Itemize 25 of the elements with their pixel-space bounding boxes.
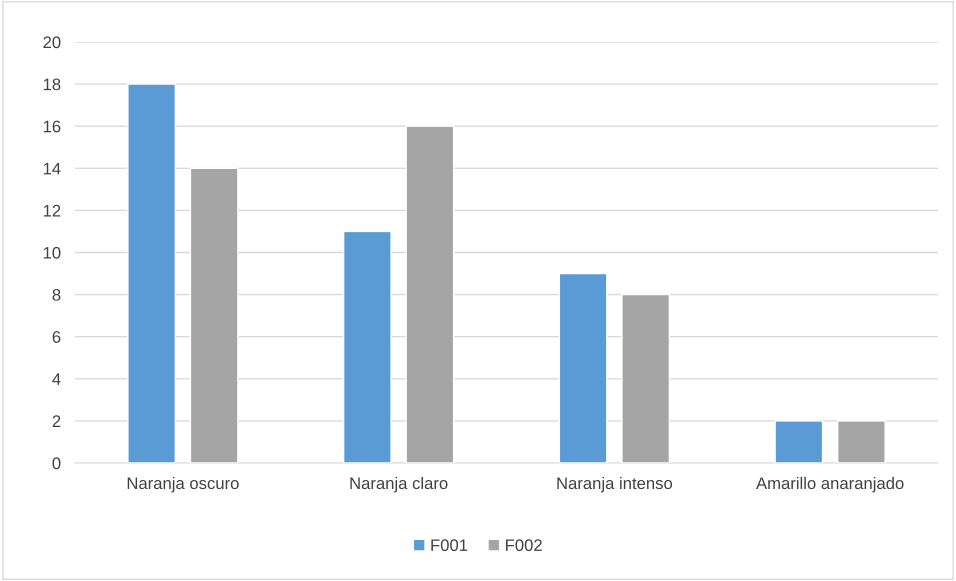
y-tick-label: 18 (44, 78, 60, 90)
y-tick-label: 6 (52, 331, 60, 343)
bar (621, 294, 670, 463)
bar (127, 83, 176, 463)
y-tick-label: 2 (52, 415, 60, 427)
x-tick-label: Naranja intenso (557, 476, 672, 492)
y-tick-label: 16 (44, 120, 60, 132)
x-tick-label: Naranja claro (350, 476, 448, 492)
bar (405, 126, 454, 463)
x-tick-label: Naranja oscuro (128, 476, 239, 492)
y-tick-label: 4 (52, 373, 61, 385)
x-tick-label: Amarillo anaranjado (756, 476, 904, 492)
y-tick-label: 8 (52, 289, 60, 301)
y-tick-label: 0 (52, 457, 60, 470)
y-tick-label: 12 (44, 204, 60, 216)
legend-label: F002 (506, 539, 542, 552)
y-tick-label: 20 (43, 36, 60, 48)
legend-label: F001 (431, 539, 468, 552)
y-tick-label: 14 (44, 162, 61, 174)
bar (190, 168, 239, 463)
y-tick-label: 10 (44, 246, 60, 259)
bar (774, 420, 824, 463)
bar (342, 230, 392, 463)
bar (558, 272, 608, 463)
bar (836, 420, 886, 463)
